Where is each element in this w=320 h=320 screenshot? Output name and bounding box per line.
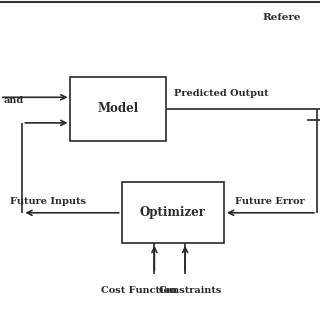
Text: Future Inputs: Future Inputs bbox=[10, 197, 86, 206]
Text: Constraints: Constraints bbox=[159, 286, 222, 295]
Bar bbox=[70, 77, 166, 141]
Text: Future Error: Future Error bbox=[235, 197, 305, 206]
Text: Cost Function: Cost Function bbox=[101, 286, 177, 295]
Text: and: and bbox=[3, 96, 23, 105]
Text: Predicted Output: Predicted Output bbox=[174, 89, 269, 98]
Text: Optimizer: Optimizer bbox=[140, 206, 206, 219]
Bar bbox=[122, 182, 224, 243]
Text: Refere: Refere bbox=[262, 13, 301, 22]
Text: Model: Model bbox=[98, 102, 139, 115]
